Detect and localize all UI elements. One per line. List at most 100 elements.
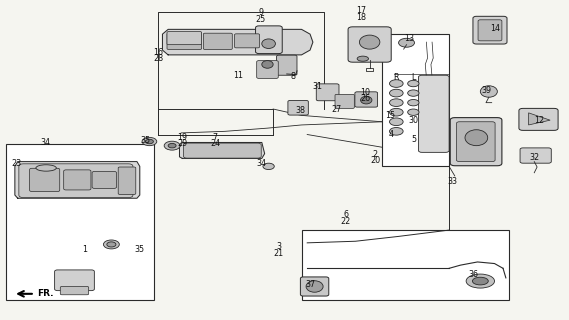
Text: 21: 21 (274, 249, 284, 258)
Ellipse shape (472, 277, 488, 285)
Text: 22: 22 (341, 217, 351, 226)
Ellipse shape (164, 141, 180, 150)
Text: 25: 25 (255, 15, 266, 24)
Text: 13: 13 (405, 34, 414, 43)
Text: 34: 34 (257, 159, 267, 168)
Text: 27: 27 (332, 105, 342, 114)
Text: 16: 16 (154, 48, 163, 57)
Text: 8: 8 (291, 72, 295, 81)
Bar (382, 34, 449, 166)
Text: 14: 14 (490, 24, 501, 33)
FancyBboxPatch shape (473, 16, 507, 44)
Text: 30: 30 (409, 116, 419, 125)
FancyBboxPatch shape (418, 75, 449, 152)
Text: 19: 19 (178, 132, 187, 141)
Ellipse shape (390, 89, 403, 97)
Text: 4: 4 (388, 130, 393, 139)
Text: 1: 1 (82, 245, 87, 254)
FancyBboxPatch shape (167, 33, 201, 50)
Ellipse shape (107, 242, 116, 247)
Ellipse shape (306, 281, 323, 292)
Bar (6, 144, 154, 300)
Ellipse shape (466, 274, 494, 288)
Ellipse shape (360, 35, 380, 49)
Text: 24: 24 (210, 139, 220, 148)
FancyBboxPatch shape (30, 168, 60, 192)
Text: 35: 35 (135, 245, 145, 254)
FancyBboxPatch shape (520, 148, 551, 163)
Ellipse shape (390, 118, 403, 125)
FancyBboxPatch shape (355, 92, 378, 107)
Polygon shape (15, 162, 140, 198)
Ellipse shape (480, 86, 497, 97)
FancyBboxPatch shape (300, 277, 329, 296)
FancyBboxPatch shape (348, 27, 391, 62)
FancyBboxPatch shape (288, 100, 308, 115)
FancyBboxPatch shape (60, 286, 89, 295)
FancyBboxPatch shape (234, 34, 259, 48)
Ellipse shape (36, 165, 56, 171)
FancyBboxPatch shape (456, 122, 495, 162)
Text: 12: 12 (534, 116, 544, 125)
Ellipse shape (357, 56, 369, 61)
Text: 29: 29 (177, 139, 187, 148)
Text: 11: 11 (233, 71, 243, 80)
Text: 17: 17 (356, 6, 366, 15)
Text: 10: 10 (360, 88, 370, 97)
Text: 3: 3 (277, 242, 281, 251)
Text: FR.: FR. (38, 289, 54, 298)
Ellipse shape (390, 108, 403, 116)
Text: 15: 15 (386, 111, 395, 120)
Ellipse shape (399, 38, 414, 47)
Text: 9: 9 (258, 8, 263, 17)
Text: 37: 37 (305, 280, 315, 289)
Text: L: L (412, 73, 416, 82)
FancyBboxPatch shape (203, 33, 232, 50)
FancyBboxPatch shape (183, 143, 261, 158)
FancyBboxPatch shape (277, 55, 297, 75)
Ellipse shape (168, 143, 176, 148)
Text: 36: 36 (468, 269, 478, 279)
Ellipse shape (262, 60, 273, 68)
FancyBboxPatch shape (478, 20, 502, 41)
Ellipse shape (390, 127, 403, 135)
FancyBboxPatch shape (19, 164, 133, 197)
FancyBboxPatch shape (255, 26, 282, 53)
Polygon shape (163, 29, 313, 55)
FancyBboxPatch shape (118, 167, 136, 195)
Text: 18: 18 (356, 13, 366, 22)
FancyBboxPatch shape (519, 108, 558, 130)
Ellipse shape (104, 240, 119, 249)
Text: 26: 26 (360, 94, 370, 103)
Ellipse shape (465, 130, 488, 146)
Text: 39: 39 (481, 86, 491, 95)
Text: 2: 2 (373, 150, 378, 159)
Text: 33: 33 (447, 177, 457, 186)
Text: 31: 31 (312, 82, 323, 91)
FancyBboxPatch shape (92, 172, 117, 188)
Ellipse shape (262, 39, 275, 49)
Text: R: R (394, 73, 399, 82)
Ellipse shape (390, 99, 403, 107)
FancyBboxPatch shape (55, 270, 94, 291)
Text: 7: 7 (213, 132, 218, 141)
Text: 23: 23 (11, 159, 22, 168)
Ellipse shape (146, 139, 154, 144)
Text: 32: 32 (529, 153, 539, 162)
Ellipse shape (407, 109, 419, 116)
Ellipse shape (263, 163, 274, 170)
Text: 5: 5 (411, 135, 417, 144)
FancyBboxPatch shape (450, 118, 502, 166)
Text: 38: 38 (295, 106, 306, 115)
Text: 35: 35 (141, 136, 150, 145)
Ellipse shape (390, 80, 403, 87)
Text: 6: 6 (343, 210, 348, 219)
FancyBboxPatch shape (257, 60, 278, 78)
Bar (302, 230, 509, 300)
Text: 20: 20 (370, 156, 381, 165)
FancyBboxPatch shape (316, 84, 339, 101)
Ellipse shape (407, 100, 419, 106)
FancyBboxPatch shape (64, 170, 91, 190)
FancyBboxPatch shape (167, 32, 201, 45)
Polygon shape (529, 113, 550, 125)
